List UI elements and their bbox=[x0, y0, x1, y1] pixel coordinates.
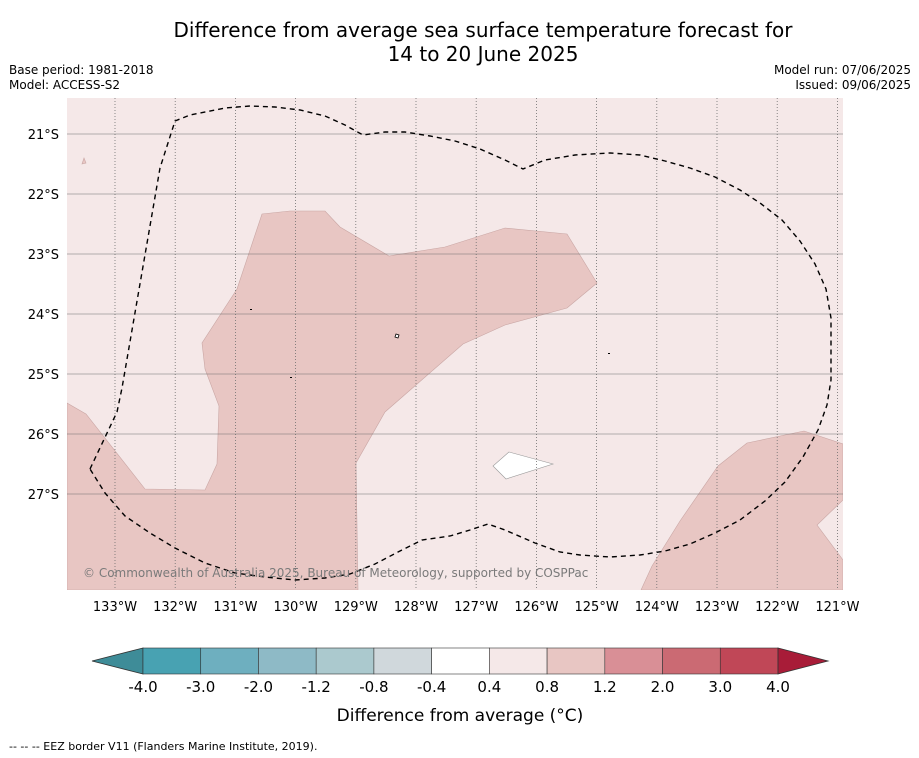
meta-left: Base period: 1981-2018 Model: ACCESS-S2 bbox=[9, 63, 154, 93]
colorbar-segment bbox=[719, 647, 779, 675]
latitude-label: 26°S bbox=[28, 428, 59, 443]
title-line-2: 14 to 20 June 2025 bbox=[387, 42, 579, 66]
model-name: Model: ACCESS-S2 bbox=[9, 78, 121, 92]
longitude-label: 128°W bbox=[394, 600, 438, 615]
colorbar-segment bbox=[315, 647, 375, 675]
anomaly-region-main bbox=[67, 210, 598, 590]
colorbar-extension-low bbox=[91, 647, 144, 675]
longitude-label: 125°W bbox=[575, 600, 619, 615]
colorbar-tick-label: 4.0 bbox=[766, 678, 790, 696]
colorbar-tick-label: -1.2 bbox=[302, 678, 331, 696]
colorbar-tick-label: -4.0 bbox=[128, 678, 157, 696]
colorbar-segment bbox=[604, 647, 663, 675]
colorbar-segment bbox=[546, 647, 606, 675]
latitude-labels: 21°S 22°S 23°S 24°S 25°S 26°S 27°S bbox=[28, 128, 59, 503]
eez-border bbox=[89, 105, 832, 581]
colorbar-tick-label: 1.2 bbox=[593, 678, 617, 696]
colorbar-tick-label: -0.4 bbox=[417, 678, 446, 696]
copyright-notice: © Commonwealth of Australia 2025, Bureau… bbox=[83, 566, 588, 580]
colorbar-segment bbox=[200, 647, 259, 675]
colorbar-label: Difference from average (°C) bbox=[337, 706, 584, 726]
colorbar-tick-labels: -4.0 -3.0 -2.0 -1.2 -0.8 -0.4 0.4 0.8 1.2 2.0 3.0 4… bbox=[128, 678, 790, 696]
longitude-label: 122°W bbox=[755, 600, 799, 615]
colorbar bbox=[91, 647, 830, 675]
colorbar-segment bbox=[662, 647, 721, 675]
colorbar-segment bbox=[258, 647, 317, 675]
longitude-label: 132°W bbox=[153, 600, 197, 615]
colorbar-tick-label: 0.8 bbox=[535, 678, 559, 696]
colorbar-tick-label: -0.8 bbox=[359, 678, 388, 696]
colorbar-tick-label: 3.0 bbox=[708, 678, 732, 696]
colorbar-tick-label: 0.4 bbox=[477, 678, 501, 696]
model-run: Model run: 07/06/2025 bbox=[773, 63, 911, 77]
colorbar-tick-label: -2.0 bbox=[244, 678, 273, 696]
longitude-label: 127°W bbox=[454, 600, 498, 615]
near-average-region bbox=[492, 451, 555, 480]
islet-mark bbox=[290, 377, 292, 378]
longitude-label: 133°W bbox=[93, 600, 137, 615]
colorbar-segment bbox=[142, 647, 202, 675]
longitude-labels: 133°W 132°W 131°W 130°W 129°W 128°W 127°W 126°W… bbox=[93, 600, 860, 615]
islet-mark bbox=[250, 309, 252, 310]
colorbar-extension-high bbox=[777, 647, 830, 675]
colorbar-segment bbox=[489, 647, 548, 675]
title-line-1: Difference from average sea surface temp… bbox=[173, 18, 793, 42]
islet-mark bbox=[608, 353, 610, 354]
colorbar-tick-label: 2.0 bbox=[651, 678, 675, 696]
graticule bbox=[67, 98, 843, 590]
latitude-label: 21°S bbox=[28, 128, 59, 143]
longitude-label: 121°W bbox=[815, 600, 859, 615]
longitude-label: 130°W bbox=[274, 600, 318, 615]
colorbar-segment bbox=[431, 647, 490, 675]
longitude-label: 131°W bbox=[213, 600, 257, 615]
map-title: Difference from average sea surface temp… bbox=[0, 18, 919, 66]
longitude-label: 123°W bbox=[695, 600, 739, 615]
latitude-label: 27°S bbox=[28, 488, 59, 503]
latitude-label: 25°S bbox=[28, 368, 59, 383]
map-figure: © Commonwealth of Australia 2025, Bureau… bbox=[28, 98, 860, 726]
longitude-label: 124°W bbox=[635, 600, 679, 615]
latitude-label: 22°S bbox=[28, 188, 59, 203]
meta-right: Model run: 07/06/2025 Issued: 09/06/2025 bbox=[774, 63, 911, 93]
latitude-label: 23°S bbox=[28, 248, 59, 263]
longitude-label: 126°W bbox=[514, 600, 558, 615]
colorbar-tick-label: -3.0 bbox=[186, 678, 215, 696]
base-period: Base period: 1981-2018 bbox=[9, 63, 154, 77]
eez-footnote: -- -- -- EEZ border V11 (Flanders Marine… bbox=[9, 740, 318, 753]
small-island-outline bbox=[81, 157, 87, 165]
colorbar-segment bbox=[373, 647, 432, 675]
issued-date: Issued: 09/06/2025 bbox=[795, 78, 911, 92]
longitude-label: 129°W bbox=[334, 600, 378, 615]
latitude-label: 24°S bbox=[28, 308, 59, 323]
island-outline bbox=[394, 333, 400, 339]
